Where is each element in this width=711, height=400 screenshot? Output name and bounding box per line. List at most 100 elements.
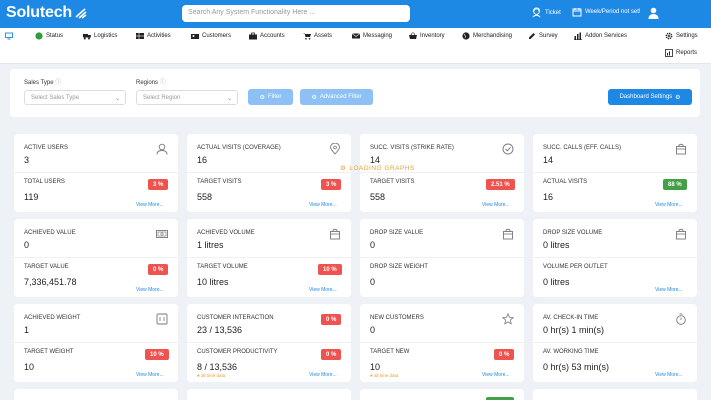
percent-badge: 2.51 % bbox=[486, 179, 515, 190]
card-bottom-label: Target Weight bbox=[24, 349, 74, 355]
view-more-link[interactable]: View More... bbox=[136, 202, 164, 208]
nav-addon-services[interactable]: Addon Services bbox=[574, 32, 627, 40]
search-input[interactable]: Search Any System Functionality Here ... bbox=[182, 5, 410, 22]
region-select[interactable]: Select Region ⌄ bbox=[136, 90, 238, 105]
filter-button-label: Filter bbox=[268, 94, 282, 100]
card-top-value: 1 bbox=[24, 325, 30, 335]
card-top-label: Av. Check-in Time bbox=[543, 315, 599, 321]
view-more-link[interactable]: View More... bbox=[655, 372, 683, 378]
filter-button[interactable]: ⚙ Filter bbox=[248, 89, 293, 105]
card-partial bbox=[533, 389, 697, 400]
view-more-link[interactable]: View More... bbox=[482, 202, 510, 208]
filter-icon: ⚙ bbox=[259, 94, 266, 101]
ticket-label: Ticket bbox=[545, 9, 561, 16]
card-top-value: 0 bbox=[24, 240, 30, 250]
percent-badge: 10 % bbox=[145, 349, 169, 360]
gear-icon bbox=[665, 32, 673, 40]
nav-logistics-label: Logistics bbox=[94, 33, 118, 39]
user-icon bbox=[156, 143, 168, 155]
card-divider bbox=[187, 342, 351, 343]
brand-name: Solutech bbox=[6, 4, 72, 21]
card-bottom-value: 10 bbox=[370, 362, 381, 372]
nav-customers-label: Customers bbox=[202, 33, 232, 39]
card-drop-size-value: Drop Size Value 0 Drop Size Weight 0 bbox=[360, 219, 524, 297]
nav-messaging[interactable]: Messaging bbox=[352, 32, 392, 40]
nav-status[interactable]: Status bbox=[35, 32, 63, 40]
card-top-value: 0 bbox=[370, 325, 376, 335]
card-top-value: 23 / 13,536 bbox=[197, 325, 243, 335]
nav-messaging-label: Messaging bbox=[363, 33, 393, 39]
brand-logo[interactable]: Solutech bbox=[6, 4, 88, 22]
card-top-label: Succ. Visits (Strike Rate) bbox=[370, 145, 454, 151]
all-time-data-note: ● all time data bbox=[370, 373, 399, 378]
support-agent-icon bbox=[532, 7, 541, 18]
card-successful-visits: Succ. Visits (Strike Rate) 14 Target Vis… bbox=[360, 134, 524, 212]
view-more-link[interactable]: View More... bbox=[136, 372, 164, 378]
region-placeholder: Select Region bbox=[143, 95, 181, 101]
envelope-icon bbox=[352, 33, 360, 39]
view-more-link[interactable]: View More... bbox=[655, 202, 683, 208]
view-more-link[interactable]: View More... bbox=[482, 372, 510, 378]
card-actual-visits: Actual Visits (Coverage) 16 Target Visit… bbox=[187, 134, 351, 212]
card-bottom-value: 10 litres bbox=[197, 277, 229, 287]
nav-dashboard[interactable] bbox=[5, 32, 13, 40]
card-divider bbox=[533, 342, 697, 343]
shopping-bag-icon bbox=[676, 143, 686, 155]
view-more-link[interactable]: View More... bbox=[309, 202, 337, 208]
card-divider bbox=[360, 257, 524, 258]
nav-settings[interactable]: Settings bbox=[665, 32, 698, 40]
sales-type-select[interactable]: Select Sales Type ⌄ bbox=[24, 90, 126, 105]
nav-assets[interactable]: Assets bbox=[303, 32, 332, 40]
info-icon: ● bbox=[197, 373, 200, 378]
card-top-value: 0 bbox=[370, 240, 376, 250]
percent-badge: 3 % bbox=[148, 179, 169, 190]
week-period-link[interactable]: Week/Period not set! bbox=[572, 7, 641, 17]
card-top-label: Succ. Calls (Eff. Calls) bbox=[543, 145, 622, 151]
card-bottom-label: Av. Working Time bbox=[543, 349, 599, 355]
card-bottom-label: Customer Productivity bbox=[197, 349, 278, 355]
user-profile-icon[interactable] bbox=[648, 7, 659, 19]
card-bottom-label: Drop Size Weight bbox=[370, 264, 428, 270]
advanced-filter-label: Advanced Filter bbox=[319, 94, 362, 100]
customers-icon bbox=[191, 34, 199, 39]
card-bottom-value: 7,336,451.78 bbox=[24, 277, 77, 287]
nav-activities[interactable]: Activities bbox=[136, 32, 171, 40]
card-bottom-value: 0 litres bbox=[543, 277, 570, 287]
view-more-link[interactable]: View More... bbox=[309, 287, 337, 293]
card-drop-size-volume: Drop Size Volume 0 litres Volume Per Out… bbox=[533, 219, 697, 297]
nav-inventory[interactable]: Inventory bbox=[409, 32, 445, 40]
filter-icon: ⚙ bbox=[311, 94, 317, 101]
chevron-down-icon: ⌄ bbox=[114, 96, 120, 102]
nav-merchandising[interactable]: Merchandising bbox=[462, 32, 512, 40]
percent-badge bbox=[486, 397, 514, 400]
bar-chart-icon bbox=[574, 32, 582, 40]
view-more-link[interactable]: View More... bbox=[309, 372, 337, 378]
card-divider bbox=[533, 257, 697, 258]
view-more-link[interactable]: View More... bbox=[136, 287, 164, 293]
nav-accounts[interactable]: Accounts bbox=[249, 32, 285, 40]
dashboard-settings-button[interactable]: Dashboard Settings ⚙ bbox=[608, 89, 692, 105]
card-divider bbox=[360, 342, 524, 343]
nav-logistics[interactable]: Logistics bbox=[83, 32, 117, 40]
nav-reports[interactable]: Reports bbox=[665, 49, 697, 57]
card-top-label: Achieved Weight bbox=[24, 315, 81, 321]
percent-badge: 0 % bbox=[494, 349, 515, 360]
nav-addon-services-label: Addon Services bbox=[585, 33, 628, 39]
basket-icon bbox=[409, 32, 417, 39]
nav-inventory-label: Inventory bbox=[420, 33, 445, 39]
card-bottom-label: Volume Per Outlet bbox=[543, 264, 608, 270]
advanced-filter-button[interactable]: ⚙ Advanced Filter bbox=[300, 89, 373, 105]
percent-badge: 3 % bbox=[321, 179, 342, 190]
view-more-link[interactable]: View More... bbox=[655, 287, 683, 293]
ticket-link[interactable]: Ticket bbox=[531, 7, 561, 18]
nav-customers[interactable]: Customers bbox=[191, 32, 231, 40]
card-bottom-label: Total Users bbox=[24, 179, 65, 185]
money-bill-icon bbox=[156, 230, 168, 238]
briefcase-icon bbox=[249, 32, 257, 40]
nav-survey[interactable]: Survey bbox=[528, 32, 558, 40]
nav-survey-label: Survey bbox=[539, 33, 558, 39]
cart-icon bbox=[303, 33, 311, 40]
percent-badge: 0 % bbox=[148, 264, 169, 275]
pencil-icon bbox=[529, 33, 535, 39]
card-bottom-label: Actual Visits bbox=[543, 179, 588, 185]
